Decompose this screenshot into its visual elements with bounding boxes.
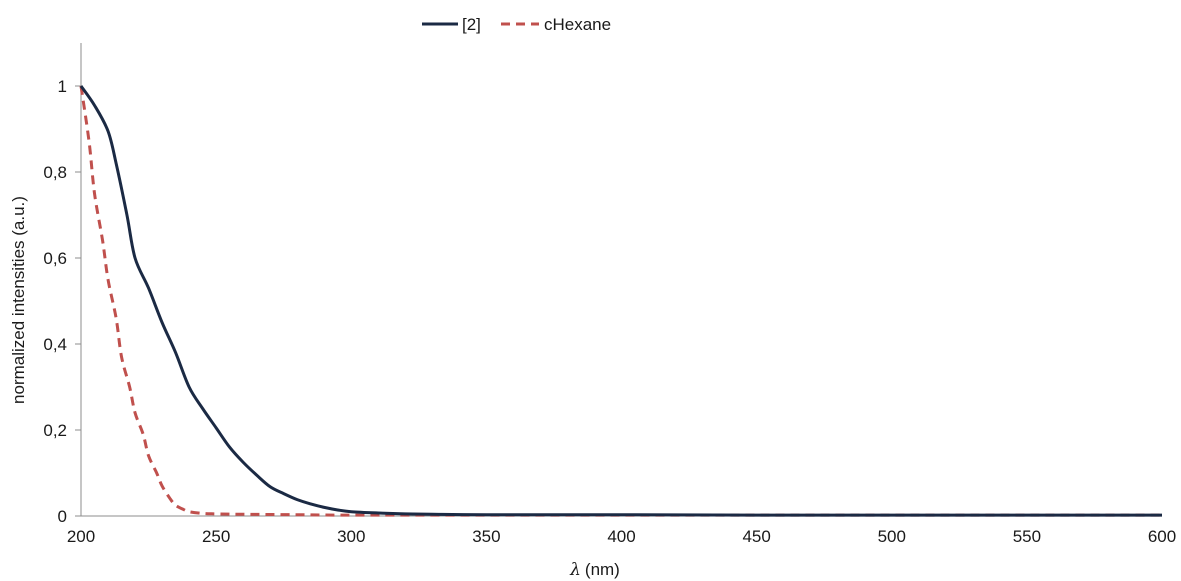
x-tick-label: 500 <box>878 527 906 546</box>
y-tick-label: 0,6 <box>43 249 67 268</box>
legend-label-series-2: cHexane <box>544 15 611 34</box>
x-tick-label: 600 <box>1148 527 1176 546</box>
series-line-1 <box>79 85 1162 517</box>
x-axis-unit: (nm) <box>585 560 620 579</box>
y-tick-label: 0,2 <box>43 421 67 440</box>
y-tick-label: 0,4 <box>43 335 67 354</box>
series-layer <box>79 85 1162 517</box>
ticks: 200 250 300 350 400 450 500 550 600 0 0,2 0,4 0,6 0,8… <box>43 77 1176 546</box>
y-tick-label: 0,8 <box>43 163 67 182</box>
x-tick-label: 550 <box>1013 527 1041 546</box>
axes <box>80 43 1162 517</box>
x-tick-label: 200 <box>67 527 95 546</box>
legend-label-series-1: [2] <box>462 15 481 34</box>
x-tick-label: 300 <box>337 527 365 546</box>
x-tick-label: 400 <box>607 527 635 546</box>
y-tick-label: 0 <box>58 507 67 526</box>
series-line-2 <box>79 85 1162 517</box>
x-tick-label: 450 <box>742 527 770 546</box>
x-tick-label: 350 <box>472 527 500 546</box>
x-tick-label: 250 <box>202 527 230 546</box>
y-tick-label: 1 <box>58 77 67 96</box>
lambda-symbol: λ <box>569 560 581 580</box>
y-axis-title: normalized intensities (a.u.) <box>9 196 28 404</box>
x-axis-title: λ (nm) <box>569 560 620 580</box>
legend: [2] cHexane <box>422 15 611 34</box>
